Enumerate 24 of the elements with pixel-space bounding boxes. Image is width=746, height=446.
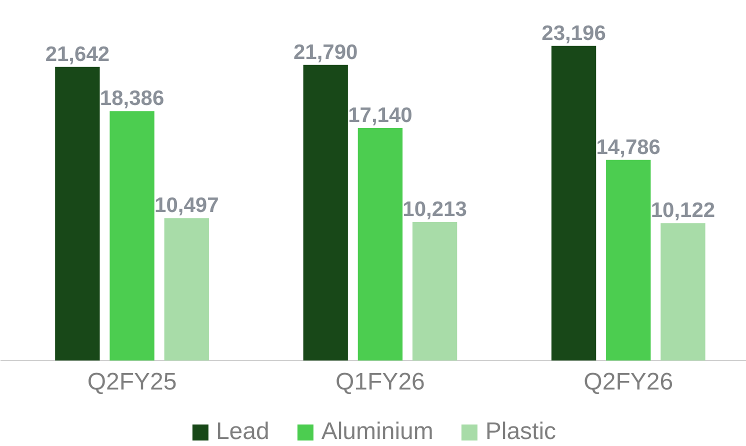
- data-label: 14,786: [596, 136, 660, 159]
- bar: [303, 64, 348, 360]
- data-label: 10,497: [154, 194, 219, 218]
- bar: [660, 223, 706, 360]
- bar: [110, 111, 154, 360]
- data-label: 10,213: [402, 198, 467, 221]
- data-label: 10,122: [650, 199, 716, 222]
- data-label: 23,196: [542, 22, 606, 45]
- bar: [412, 222, 458, 360]
- data-label: 21,790: [293, 40, 358, 64]
- x-tick-label: Q2FY26: [584, 368, 674, 396]
- data-label: 17,140: [348, 104, 412, 127]
- legend-label: Aluminium: [321, 418, 434, 446]
- bar: [606, 160, 651, 360]
- x-tick-label: Q1FY26: [336, 368, 425, 396]
- data-label: 21,642: [45, 42, 110, 66]
- x-tick-label: Q2FY25: [87, 368, 177, 396]
- legend-label: Lead: [216, 418, 270, 446]
- bar: [358, 128, 403, 360]
- bar: [551, 46, 596, 360]
- data-label: 18,386: [100, 87, 164, 110]
- bar: [164, 218, 209, 360]
- bar: [55, 66, 100, 360]
- legend-label: Plastic: [485, 418, 556, 446]
